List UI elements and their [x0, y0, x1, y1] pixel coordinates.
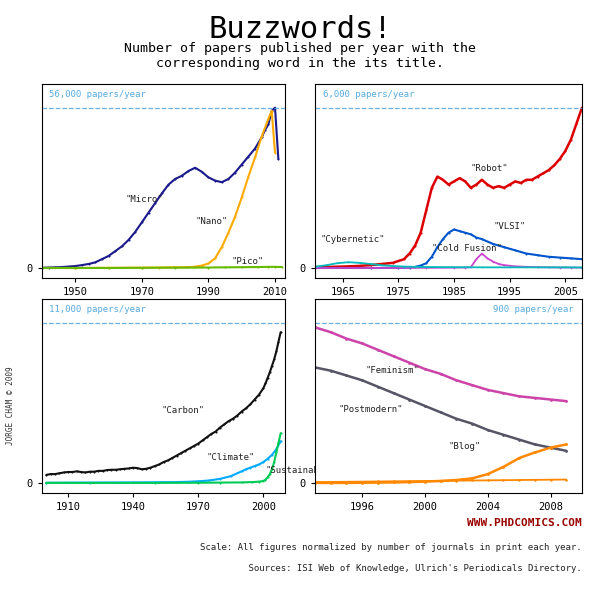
Text: "Carbon": "Carbon" — [161, 406, 205, 416]
Text: Buzzwords!: Buzzwords! — [208, 15, 392, 44]
Text: Number of papers published per year with the
corresponding word in the its title: Number of papers published per year with… — [124, 42, 476, 70]
Text: "Blog": "Blog" — [448, 442, 481, 451]
Text: JORGE CHAM © 2009: JORGE CHAM © 2009 — [6, 367, 16, 445]
Text: 6,000 papers/year: 6,000 papers/year — [323, 90, 415, 99]
Text: "Sustainability": "Sustainability" — [265, 466, 352, 475]
Text: "Cold Fusion": "Cold Fusion" — [432, 244, 502, 253]
Text: "Pico": "Pico" — [232, 257, 264, 266]
Text: Scale: All figures normalized by number of journals in print each year.: Scale: All figures normalized by number … — [200, 543, 582, 552]
Text: Sources: ISI Web of Knowledge, Ulrich's Periodicals Directory.: Sources: ISI Web of Knowledge, Ulrich's … — [227, 564, 582, 573]
Text: "Postmodern": "Postmodern" — [338, 405, 403, 414]
Text: "Climate": "Climate" — [207, 453, 255, 461]
Text: "VLSI": "VLSI" — [493, 222, 525, 231]
Text: "Nano": "Nano" — [195, 217, 227, 226]
Text: "Robot": "Robot" — [471, 164, 508, 173]
Text: "Cybernetic": "Cybernetic" — [320, 235, 385, 244]
Text: 56,000 papers/year: 56,000 papers/year — [49, 90, 146, 99]
Text: "Micro": "Micro" — [125, 195, 163, 204]
Text: "Feminism": "Feminism" — [365, 366, 419, 375]
Text: 900 papers/year: 900 papers/year — [493, 304, 574, 314]
Text: WWW.PHDCOMICS.COM: WWW.PHDCOMICS.COM — [467, 518, 582, 528]
Text: 11,000 papers/year: 11,000 papers/year — [49, 304, 146, 314]
